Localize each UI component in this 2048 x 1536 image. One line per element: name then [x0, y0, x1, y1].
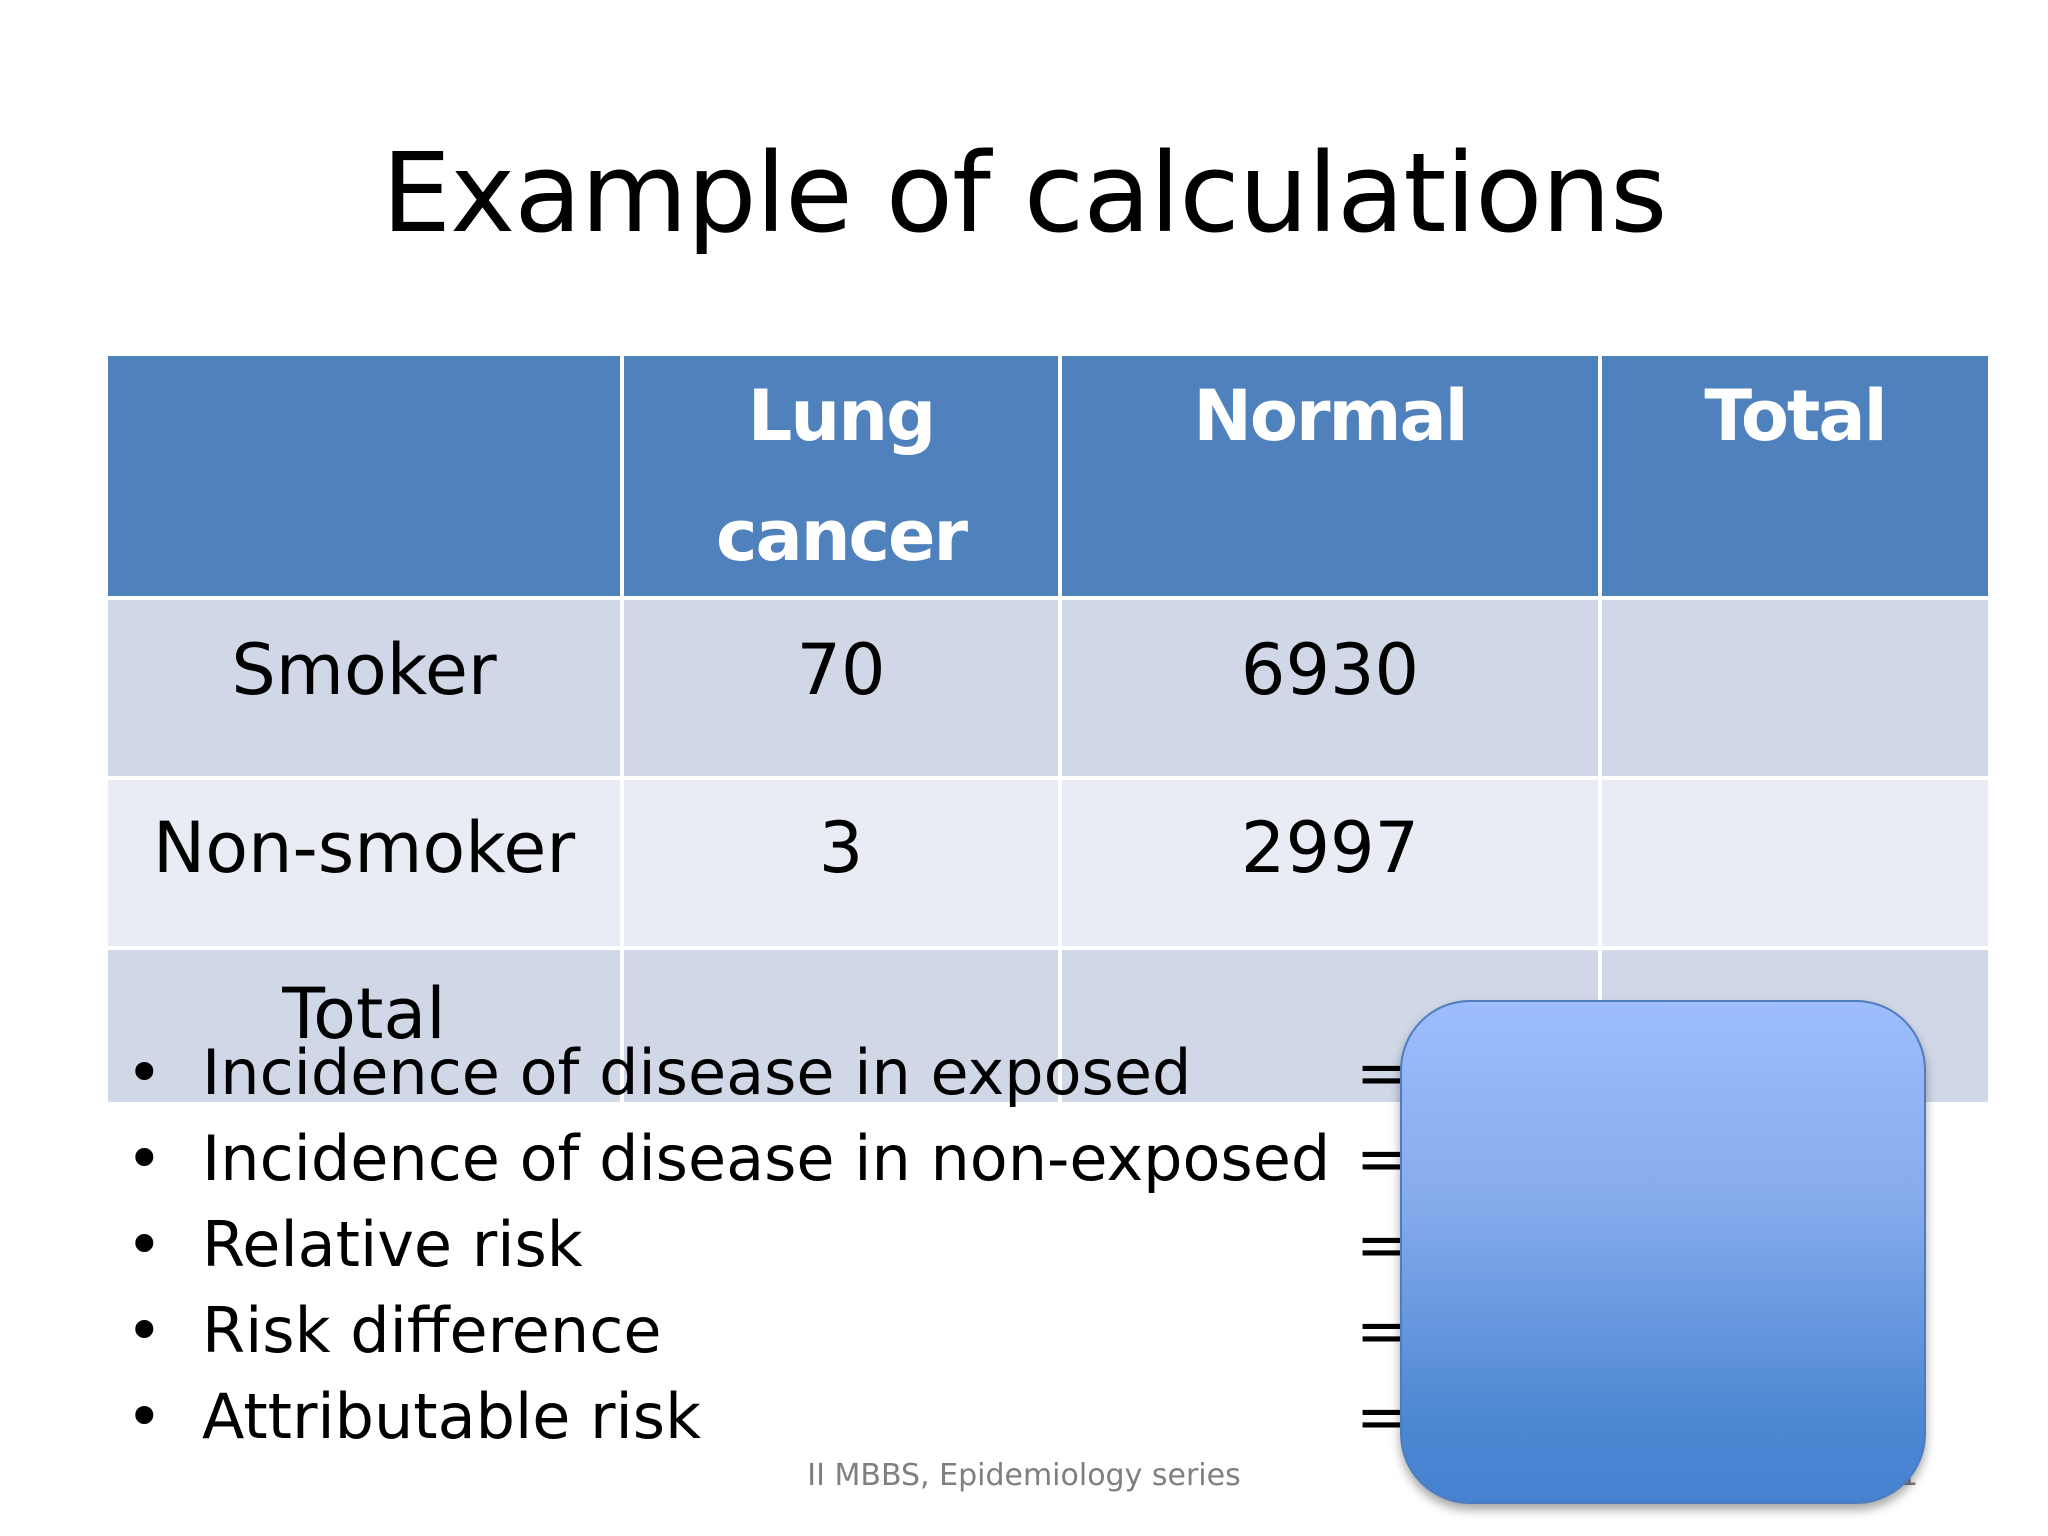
table-row: Smoker 70 6930 [104, 596, 1992, 780]
bullet-icon: • [126, 1036, 163, 1109]
bullet-icon: • [126, 1380, 163, 1453]
bullet-icon: • [126, 1208, 163, 1281]
list-item: • Incidence of disease in non-exposed [120, 1116, 1420, 1202]
bullet-text: Risk difference [202, 1294, 662, 1367]
list-item: • Relative risk [120, 1202, 1420, 1288]
header-cell-total: Total [1598, 352, 1992, 600]
equals-sign: = [1356, 1294, 1408, 1367]
equals-sign: = [1356, 1036, 1408, 1109]
table-row: Non-smoker 3 2997 [104, 776, 1992, 950]
list-item: • Attributable risk [120, 1374, 1420, 1460]
cell-smoker-normal: 6930 [1058, 596, 1602, 780]
row-label-total: Total [104, 946, 624, 1106]
header-cell-lung-cancer: Lung cancer [620, 352, 1062, 600]
equals-sign: = [1356, 1380, 1408, 1453]
row-label-non-smoker: Non-smoker [104, 776, 624, 950]
header-cell-normal: Normal [1058, 352, 1602, 600]
slide-title: Example of calculations [381, 129, 1668, 257]
header-cell-empty [104, 352, 624, 600]
table-header-row: Lung cancer Normal Total [104, 352, 1992, 600]
bullet-text: Relative risk [202, 1208, 583, 1281]
cell-smoker-lung-cancer: 70 [620, 596, 1062, 780]
slide-footer: II MBBS, Epidemiology series [807, 1458, 1241, 1493]
answer-cover-box[interactable] [1400, 1000, 1926, 1504]
bullet-icon: • [126, 1122, 163, 1195]
row-label-smoker: Smoker [104, 596, 624, 780]
contingency-table: Lung cancer Normal Total Smoker 70 6930 … [104, 352, 1992, 1106]
bullet-icon: • [126, 1294, 163, 1367]
cell-total-lung-cancer [620, 946, 1062, 1106]
equals-column: = = = = = [1356, 1030, 1408, 1460]
list-item: • Risk difference [120, 1288, 1420, 1374]
cell-non-smoker-lung-cancer: 3 [620, 776, 1062, 950]
bullet-list: • Incidence of disease in exposed • Inci… [120, 1030, 1420, 1460]
cell-smoker-total [1598, 596, 1992, 780]
cell-non-smoker-normal: 2997 [1058, 776, 1602, 950]
cell-non-smoker-total [1598, 776, 1992, 950]
list-item: • Incidence of disease in exposed [120, 1030, 1420, 1116]
equals-sign: = [1356, 1122, 1408, 1195]
bullet-text: Attributable risk [202, 1380, 701, 1453]
bullet-text: Incidence of disease in non-exposed [202, 1122, 1331, 1195]
bullet-text: Incidence of disease in exposed [202, 1036, 1192, 1109]
equals-sign: = [1356, 1208, 1408, 1281]
